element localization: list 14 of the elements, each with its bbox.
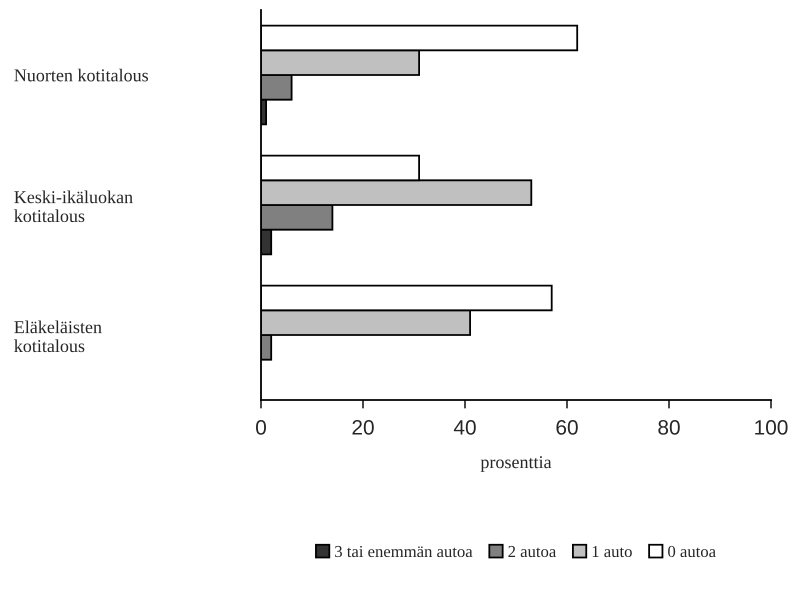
x-tick-label: 80 (658, 420, 680, 435)
x-tick-label: 20 (352, 420, 374, 435)
legend-label: 2 autoa (508, 546, 556, 558)
legend-label: 0 autoa (668, 546, 716, 558)
x-axis-title: prosenttia (480, 456, 552, 472)
y-tick-label: Eläkeläisten kotitalous (14, 320, 102, 352)
x-tick-label: 60 (556, 420, 578, 435)
x-tick-label: 100 (755, 420, 788, 435)
y-tick-label: Nuorten kotitalous (14, 68, 148, 82)
y-tick-label: Keski-ikäluokan kotitalous (14, 190, 133, 222)
legend-label: 1 auto (592, 546, 632, 558)
x-tick-label: 40 (454, 420, 476, 435)
x-tick-label: 0 (256, 420, 266, 435)
legend-label: 3 tai enemmän autoa (335, 546, 472, 558)
